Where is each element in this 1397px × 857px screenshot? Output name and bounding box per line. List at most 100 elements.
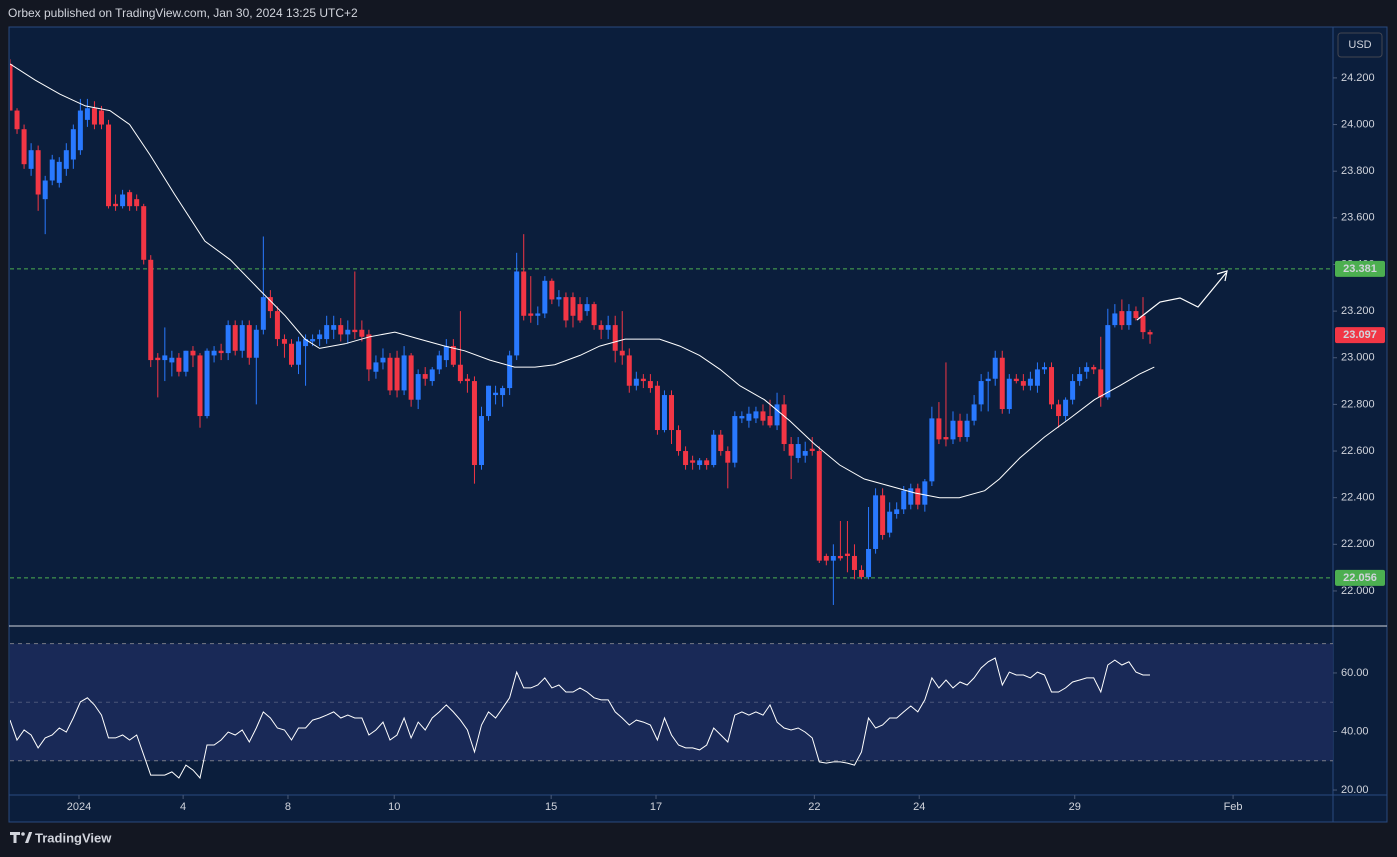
candle-body (1013, 378, 1019, 382)
x-tick-label: 8 (285, 801, 291, 813)
last-price-box (1335, 327, 1385, 344)
candle-body (436, 355, 442, 370)
candle-body (873, 495, 879, 549)
candle-body (190, 350, 196, 356)
candle-body (851, 555, 857, 570)
candle-body (253, 329, 259, 358)
candle-body (535, 313, 541, 316)
candle-body (77, 110, 83, 151)
candle-body (1056, 404, 1062, 417)
candle-body (809, 448, 815, 452)
candle-body (1140, 315, 1146, 333)
rsi-tick-label: 20.00 (1341, 784, 1369, 796)
candle-body (718, 434, 724, 452)
candle-body (1098, 369, 1104, 398)
rsi-tick-label: 60.00 (1341, 667, 1369, 679)
candle-body (56, 161, 62, 183)
candle-body (500, 388, 506, 396)
candle-body (218, 350, 224, 354)
candle-body (725, 451, 731, 463)
candle-body (42, 180, 48, 200)
candle-body (802, 451, 808, 456)
candle-body (1020, 381, 1026, 386)
candle-body (493, 392, 499, 396)
price-pane (10, 59, 1333, 605)
candle-body (943, 437, 949, 440)
y-tick-label: 22.200 (1341, 538, 1375, 550)
x-tick-label: 10 (388, 801, 400, 813)
candle-body (971, 404, 977, 421)
candle-body (760, 411, 766, 421)
candle-body (345, 329, 351, 335)
candle-body (788, 444, 794, 456)
y-tick-label: 23.600 (1341, 212, 1375, 224)
candle-body (894, 509, 900, 514)
y-tick-label: 22.600 (1341, 445, 1375, 457)
candle-body (169, 357, 175, 363)
candle-body (246, 325, 252, 358)
candle-body (1119, 311, 1125, 326)
candle-body (394, 357, 400, 391)
rsi-band (10, 643, 1333, 761)
candle-body (457, 364, 463, 382)
candle-body (35, 150, 41, 195)
candle-body (640, 378, 646, 382)
candle-body (310, 339, 316, 342)
candle-body (521, 271, 527, 316)
candle-body (1049, 367, 1055, 405)
candle-body (598, 325, 604, 330)
candle-body (120, 194, 126, 207)
candle-body (1070, 381, 1076, 400)
candle-body (98, 110, 104, 125)
x-tick-label: 24 (913, 801, 925, 813)
candle-body (999, 357, 1005, 410)
candle-body (70, 129, 76, 160)
candle-body (626, 355, 632, 386)
y-tick-label: 23.200 (1341, 305, 1375, 317)
candle-body (387, 357, 393, 391)
candle-body (669, 395, 674, 431)
y-tick-label: 23.000 (1341, 352, 1375, 364)
level-label-box (1335, 260, 1385, 277)
tradingview-logo (10, 832, 33, 843)
candle-body (91, 108, 97, 125)
candle-body (478, 416, 484, 466)
candle-body (281, 339, 287, 344)
candle-body (746, 413, 752, 421)
candle-body (10, 63, 13, 111)
x-tick-label: 29 (1069, 801, 1081, 813)
candle-body (148, 259, 154, 361)
x-tick-label: 17 (650, 801, 662, 813)
candle-body (774, 404, 780, 426)
currency: USD (1348, 39, 1371, 51)
candle-body (542, 280, 548, 314)
x-tick-label: 4 (180, 801, 186, 813)
candle-body (922, 481, 928, 505)
candle-body (1041, 367, 1047, 370)
candle-body (844, 553, 850, 556)
candle-body (260, 297, 266, 330)
candle-body (422, 374, 428, 379)
candle-body (704, 460, 710, 466)
candle-body (352, 329, 358, 333)
candle-body (401, 355, 407, 391)
candle-body (880, 495, 886, 535)
candle-body (830, 555, 836, 561)
candle-body (964, 420, 970, 438)
candle-body (134, 199, 140, 207)
candle-body (936, 418, 942, 440)
candle-body (1034, 369, 1040, 386)
candle-body (471, 381, 477, 466)
candle-body (486, 385, 492, 417)
candle-body (507, 355, 513, 389)
candle-body (21, 129, 27, 165)
candle-body (317, 334, 323, 340)
level-label: 22.056 (1343, 572, 1377, 584)
moving-average (10, 63, 1155, 499)
candle-body (1091, 367, 1097, 370)
candle-body (584, 304, 590, 312)
candle-body (225, 325, 231, 354)
currency-box[interactable] (1337, 32, 1383, 58)
candle-body (450, 346, 456, 365)
